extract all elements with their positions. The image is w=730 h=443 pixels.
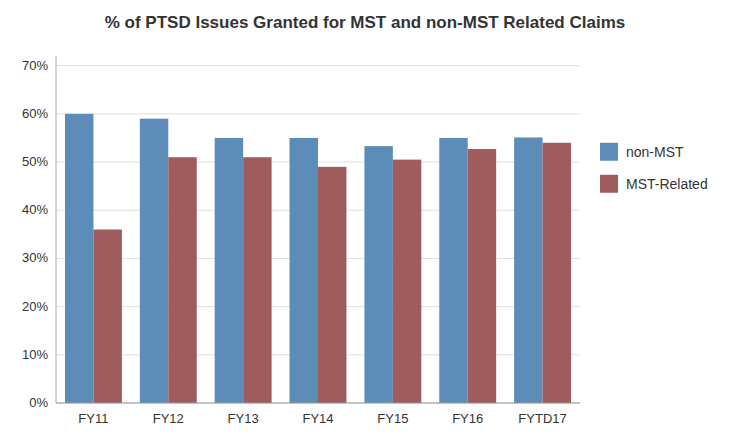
- grid-line: [56, 403, 580, 404]
- bar: [543, 143, 571, 403]
- bars: [65, 114, 571, 403]
- chart-container: % of PTSD Issues Granted for MST and non…: [0, 0, 730, 443]
- bar: [168, 157, 196, 403]
- x-tick-label: FY14: [302, 411, 333, 426]
- bar: [65, 114, 93, 403]
- bar: [514, 137, 542, 403]
- x-tick-label: FY13: [228, 411, 259, 426]
- grid-line: [56, 65, 580, 66]
- y-tick-label: 70%: [22, 58, 48, 73]
- bar: [215, 138, 243, 403]
- y-axis-line: [56, 56, 57, 403]
- x-tick-label: FY12: [153, 411, 184, 426]
- y-tick-label: 20%: [22, 299, 48, 314]
- bar: [439, 138, 467, 403]
- bar: [93, 230, 121, 404]
- legend-swatch: [600, 175, 618, 193]
- legend-label: MST-Related: [626, 176, 708, 192]
- y-tick-label: 0%: [29, 395, 48, 410]
- x-tick-label: FY16: [452, 411, 483, 426]
- bar: [364, 146, 392, 403]
- bar: [290, 138, 318, 403]
- legend: non-MST MST-Related: [600, 143, 708, 193]
- bar: [140, 119, 168, 403]
- y-tick-label: 30%: [22, 250, 48, 265]
- x-tick-label: FY15: [377, 411, 408, 426]
- x-tick-label: FY11: [78, 411, 108, 426]
- legend-swatch: [600, 143, 618, 161]
- grid: [56, 66, 580, 403]
- grid-line: [56, 113, 580, 114]
- bar: [318, 167, 346, 403]
- chart-svg: % of PTSD Issues Granted for MST and non…: [0, 0, 730, 443]
- bar: [393, 160, 421, 403]
- y-tick-label: 60%: [22, 106, 48, 121]
- bar: [468, 149, 496, 403]
- x-axis-line: [56, 403, 580, 404]
- bar: [243, 157, 271, 403]
- x-tick-label: FYTD17: [518, 411, 566, 426]
- y-tick-label: 10%: [22, 347, 48, 362]
- legend-label: non-MST: [626, 144, 684, 160]
- y-tick-label: 40%: [22, 202, 48, 217]
- chart-title: % of PTSD Issues Granted for MST and non…: [105, 13, 625, 32]
- y-tick-label: 50%: [22, 154, 48, 169]
